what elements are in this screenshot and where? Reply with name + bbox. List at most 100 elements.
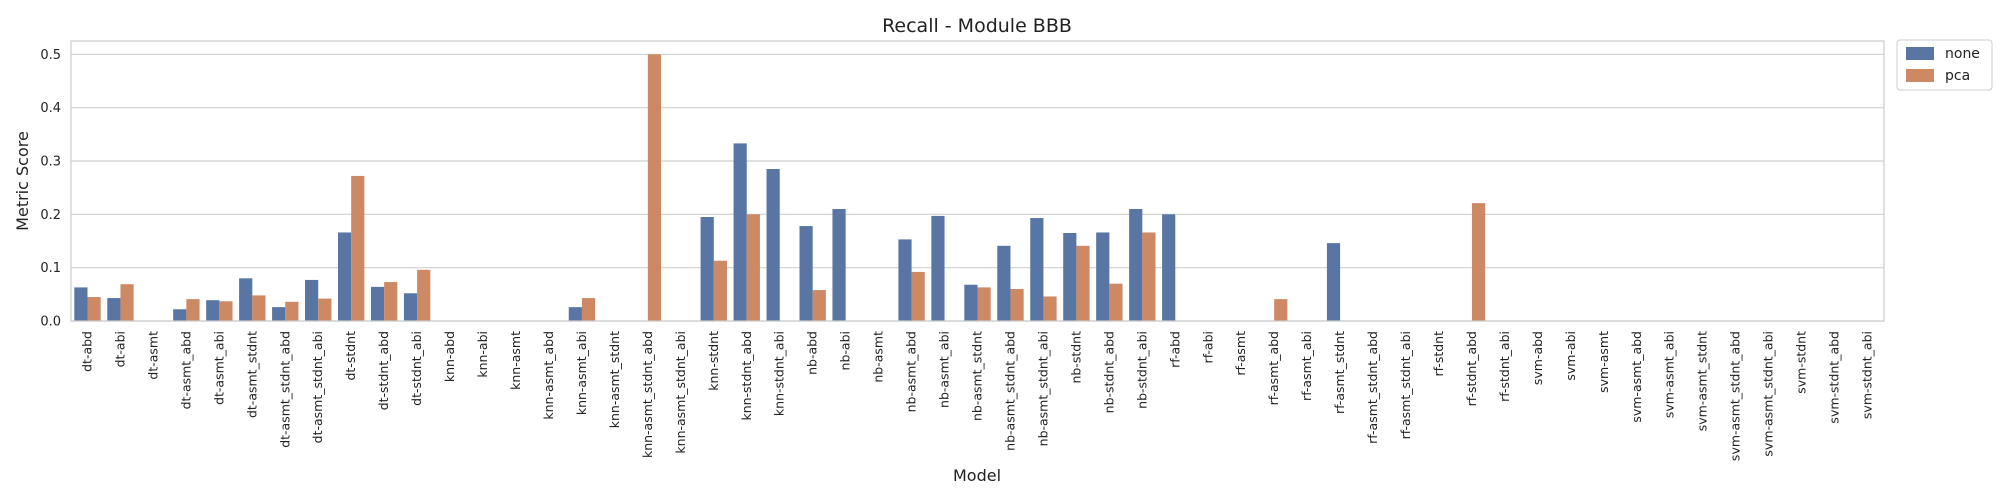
x-tick-label: dt-stdnt_abi	[409, 331, 424, 406]
x-tick-label: rf-asmt_abi	[1299, 331, 1314, 401]
y-tick-label: 0.1	[40, 261, 61, 276]
bar-pca-dt-asmt_stdnt_abd	[285, 301, 299, 321]
x-tick-label: nb-asmt	[871, 331, 886, 383]
bar-pca-dt-abi	[120, 284, 134, 321]
x-tick-label: knn-asmt_abd	[541, 331, 556, 420]
y-axis-label: Metric Score	[13, 131, 32, 231]
bar-pca-dt-asmt_abi	[219, 301, 233, 321]
bar-none-nb-abd	[799, 226, 813, 321]
x-tick-label: nb-asmt_abi	[937, 331, 952, 408]
chart-title: Recall - Module BBB	[882, 15, 1072, 37]
plot-background	[71, 41, 1884, 321]
bar-none-dt-abd	[74, 287, 88, 321]
legend-swatch-none	[1906, 47, 1934, 60]
x-tick-label: dt-asmt_stdnt_abd	[277, 331, 292, 448]
legend-swatch-pca	[1906, 69, 1934, 82]
bar-none-dt-stdnt_abd	[370, 286, 385, 321]
x-tick-label: svm-asmt_stdnt_abi	[1761, 331, 1776, 457]
x-tick-label: nb-asmt_stdnt_abi	[1035, 331, 1050, 446]
x-tick-label: knn-stdnt_abi	[772, 331, 787, 416]
bar-none-knn-stdnt_abd	[733, 143, 747, 321]
x-tick-label: dt-asmt	[145, 331, 160, 380]
bar-none-dt-asmt_abi	[206, 300, 220, 321]
x-tick-label: rf-asmt_stdnt_abi	[1398, 331, 1413, 439]
y-tick-labels: 0.0 0.1 0.2 0.3 0.4 0.5	[40, 48, 61, 330]
x-tick-label: svm-asmt	[1596, 331, 1611, 393]
bar-none-nb-asmt_stdnt_abd	[997, 245, 1011, 321]
x-tick-label: rf-stdnt_abi	[1497, 331, 1512, 402]
x-tick-label: dt-stdnt_abd	[376, 331, 391, 410]
bar-none-nb-asmt_stdnt_abi	[1030, 218, 1044, 321]
bar-none-rf-asmt_stdnt	[1326, 243, 1341, 321]
bar-pca-nb-asmt_stdnt_abi	[1043, 296, 1057, 321]
x-tick-label: rf-abd	[1167, 331, 1182, 368]
bar-pca-nb-stdnt	[1076, 245, 1090, 321]
x-tick-label: rf-abi	[1200, 331, 1215, 363]
bar-none-dt-asmt_stdnt_abi	[305, 279, 319, 321]
x-tick-label: svm-stdnt_abi	[1860, 331, 1875, 419]
bar-none-dt-stdnt_abi	[403, 293, 418, 321]
x-tick-label: nb-asmt_abd	[904, 331, 919, 412]
x-tick-label: rf-asmt	[1233, 331, 1248, 376]
legend-label-pca: pca	[1945, 68, 1970, 84]
bar-none-dt-asmt_abd	[173, 309, 187, 321]
bar-none-nb-abi	[832, 209, 846, 321]
bar-none-knn-stdnt	[700, 217, 714, 321]
x-tick-label: rf-asmt_abd	[1266, 331, 1281, 405]
bar-pca-dt-stdnt_abd	[384, 282, 398, 321]
x-tick-label: knn-asmt_stdnt	[607, 331, 622, 428]
bar-pca-nb-stdnt_abi	[1142, 232, 1156, 321]
bar-none-dt-asmt_stdnt	[239, 278, 253, 321]
x-tick-label: svm-asmt_stdnt	[1695, 331, 1710, 431]
x-tick-label: dt-asmt_abi	[211, 331, 226, 405]
bar-pca-dt-asmt_abd	[186, 299, 200, 321]
x-tick-label: svm-asmt_abi	[1662, 331, 1677, 418]
bar-pca-nb-stdnt_abd	[1109, 283, 1123, 321]
x-tick-label: svm-asmt_stdnt_abd	[1728, 331, 1743, 461]
bar-pca-rf-stdnt_abd	[1471, 203, 1486, 321]
bar-pca-knn-stdnt	[713, 260, 727, 321]
x-tick-label: dt-abi	[112, 331, 127, 367]
x-tick-label: nb-abi	[838, 331, 853, 370]
x-tick-label: rf-stdnt_abd	[1464, 331, 1479, 406]
bar-pca-knn-stdnt_abd	[746, 214, 760, 321]
x-tick-label: knn-stdnt_abd	[739, 331, 754, 421]
x-tick-label: knn-asmt	[508, 331, 523, 390]
bar-none-dt-asmt_stdnt_abd	[272, 307, 286, 321]
x-tick-label: nb-asmt_stdnt_abd	[1002, 331, 1017, 451]
bar-pca-knn-asmt_abi	[581, 298, 596, 321]
bar-none-nb-asmt_abi	[931, 215, 945, 321]
x-tick-label: nb-stdnt_abi	[1134, 331, 1149, 409]
y-tick-label: 0.4	[40, 101, 61, 116]
y-tick-label: 0.5	[40, 48, 61, 63]
plot-frame	[70, 40, 1885, 322]
y-tick-label: 0.2	[40, 208, 61, 223]
bar-pca-rf-asmt_abd	[1274, 299, 1288, 321]
x-tick-label: dt-asmt_abd	[178, 331, 193, 409]
y-tick-label: 0.3	[40, 155, 61, 170]
bar-pca-dt-stdnt_abi	[417, 269, 431, 321]
bar-none-knn-asmt_abi	[568, 307, 582, 321]
bar-none-knn-stdnt_abi	[766, 169, 780, 321]
x-tick-label: dt-abd	[79, 331, 94, 372]
bar-none-nb-asmt_stdnt	[964, 284, 978, 321]
x-tick-label: knn-abi	[475, 331, 490, 378]
x-tick-label: rf-asmt_stdnt	[1332, 331, 1347, 414]
x-tick-label: knn-stdnt	[706, 331, 721, 391]
x-tick-label: rf-asmt_stdnt_abd	[1365, 331, 1380, 444]
x-tick-label: dt-asmt_stdnt	[244, 331, 259, 418]
bar-pca-dt-asmt_stdnt	[252, 295, 266, 321]
bar-pca-dt-stdnt	[351, 175, 365, 321]
x-tick-label: svm-stdnt_abd	[1827, 331, 1842, 424]
x-tick-label: rf-stdnt	[1431, 331, 1446, 377]
x-tick-label: dt-asmt_stdnt_abi	[310, 331, 325, 443]
x-tick-label: nb-asmt_stdnt	[970, 331, 985, 421]
bar-pca-nb-asmt_stdnt	[977, 287, 991, 321]
bar-none-nb-asmt_abd	[898, 239, 912, 321]
x-tick-label: knn-asmt_stdnt_abi	[673, 331, 688, 454]
x-tick-label: svm-abi	[1563, 331, 1578, 381]
bar-pca-nb-abd	[812, 290, 826, 321]
bar-none-nb-stdnt_abi	[1129, 209, 1143, 321]
x-tick-label: svm-abd	[1530, 331, 1545, 385]
